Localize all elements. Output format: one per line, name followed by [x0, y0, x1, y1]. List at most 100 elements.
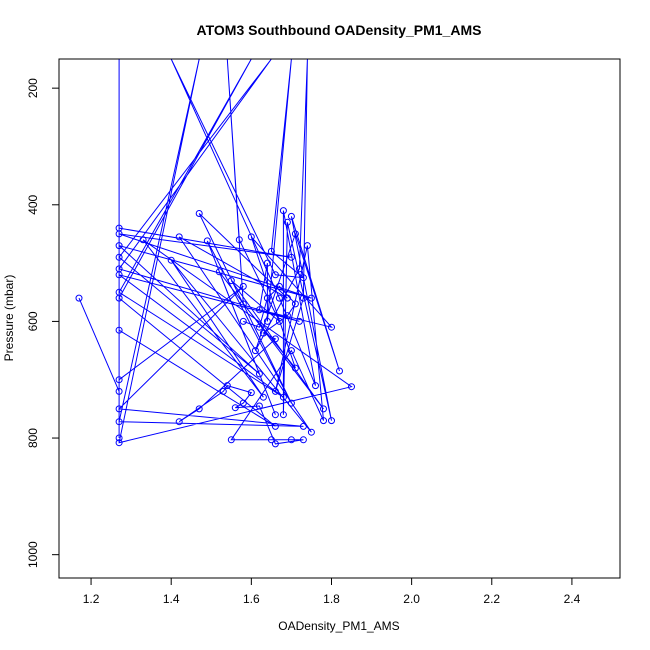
- data-point: [271, 271, 279, 279]
- data-point: [303, 242, 311, 250]
- data-point: [348, 383, 355, 391]
- data-point: [195, 210, 203, 217]
- data-point: [203, 237, 211, 245]
- data-point: [247, 233, 255, 241]
- data-point: [320, 405, 327, 413]
- data-point: [295, 265, 303, 273]
- plot-frame: [58, 58, 621, 579]
- data-point: [283, 294, 291, 302]
- data-point: [307, 294, 315, 302]
- data-point: [223, 382, 231, 390]
- data-point: [320, 417, 327, 425]
- y-tick-label: 1000: [26, 541, 40, 568]
- data-point: [115, 376, 123, 384]
- x-tick-label: 1.8: [323, 592, 340, 606]
- data-point: [328, 323, 335, 331]
- data-point: [267, 436, 275, 444]
- data-point: [279, 207, 287, 215]
- data-point: [255, 306, 263, 314]
- data-point: [75, 294, 83, 302]
- data-point: [271, 440, 279, 448]
- data-point: [227, 436, 235, 444]
- data-point: [287, 253, 295, 261]
- data-point: [287, 436, 295, 444]
- y-tick-label: 800: [26, 428, 40, 448]
- data-point: [299, 274, 307, 282]
- data-point: [299, 436, 307, 444]
- data-point: [239, 317, 247, 325]
- data-point: [279, 393, 287, 401]
- data-point: [336, 367, 343, 375]
- data-point: [139, 236, 147, 244]
- y-tick-label: 200: [26, 78, 40, 98]
- x-tick-label: 2.0: [403, 592, 420, 606]
- data-point: [299, 294, 307, 302]
- data-point: [115, 434, 123, 442]
- y-tick-label: 600: [26, 311, 40, 331]
- x-tick-label: 2.2: [483, 592, 500, 606]
- data-point: [307, 428, 315, 436]
- data-point: [271, 422, 279, 430]
- x-tick-label: 1.6: [243, 592, 260, 606]
- data-point: [167, 256, 175, 264]
- data-point: [115, 387, 123, 395]
- data-point: [115, 326, 123, 334]
- data-point: [259, 393, 267, 401]
- x-axis: 1.2 1.4 1.6 1.8 2.0 2.2 2.4: [83, 578, 581, 606]
- data-point: [115, 253, 123, 261]
- x-tick-label: 1.2: [83, 592, 100, 606]
- data-point: [287, 347, 295, 355]
- data-point: [291, 230, 299, 238]
- data-point: [328, 417, 335, 425]
- data-point: [275, 317, 283, 325]
- data-point: [279, 411, 287, 419]
- y-axis: 200 400 600 800 1000: [26, 78, 59, 568]
- data-point: [287, 399, 295, 407]
- series-line: [78, 59, 353, 445]
- data-point: [247, 389, 255, 397]
- data-point: [235, 236, 243, 244]
- data-point: [263, 294, 271, 302]
- data-point: [231, 404, 239, 412]
- data-point: [271, 387, 279, 395]
- data-point: [263, 317, 271, 325]
- data-point: [312, 382, 319, 390]
- series-points: [75, 207, 355, 448]
- data-point: [115, 271, 123, 279]
- data-point: [239, 399, 247, 407]
- data-point: [299, 422, 307, 430]
- data-point: [287, 212, 295, 220]
- data-point: [175, 418, 183, 426]
- data-point: [115, 439, 123, 447]
- data-point: [239, 300, 247, 308]
- x-tick-label: 2.4: [564, 592, 581, 606]
- data-point: [271, 411, 279, 419]
- data-point: [267, 247, 275, 255]
- data-point: [283, 218, 291, 226]
- data-point: [283, 312, 291, 320]
- data-point: [291, 300, 299, 308]
- data-point: [295, 317, 303, 325]
- y-axis-label: Pressure (mbar): [2, 275, 16, 362]
- data-point: [115, 405, 123, 413]
- data-point: [255, 323, 263, 331]
- data-point: [115, 242, 123, 250]
- data-point: [115, 418, 123, 426]
- data-point: [195, 405, 203, 413]
- x-tick-label: 1.4: [163, 592, 180, 606]
- data-point: [251, 347, 259, 355]
- y-tick-label: 400: [26, 194, 40, 214]
- data-point: [291, 364, 299, 372]
- data-point: [255, 402, 263, 410]
- data-point: [255, 370, 263, 378]
- data-point: [227, 277, 235, 285]
- data-point: [271, 335, 279, 343]
- data-point: [115, 230, 123, 238]
- data-point: [215, 268, 223, 276]
- data-point: [115, 294, 123, 302]
- data-point: [219, 387, 227, 395]
- series-lines: [78, 59, 353, 445]
- data-point: [175, 233, 183, 241]
- data-point: [263, 259, 271, 267]
- data-point: [239, 282, 247, 290]
